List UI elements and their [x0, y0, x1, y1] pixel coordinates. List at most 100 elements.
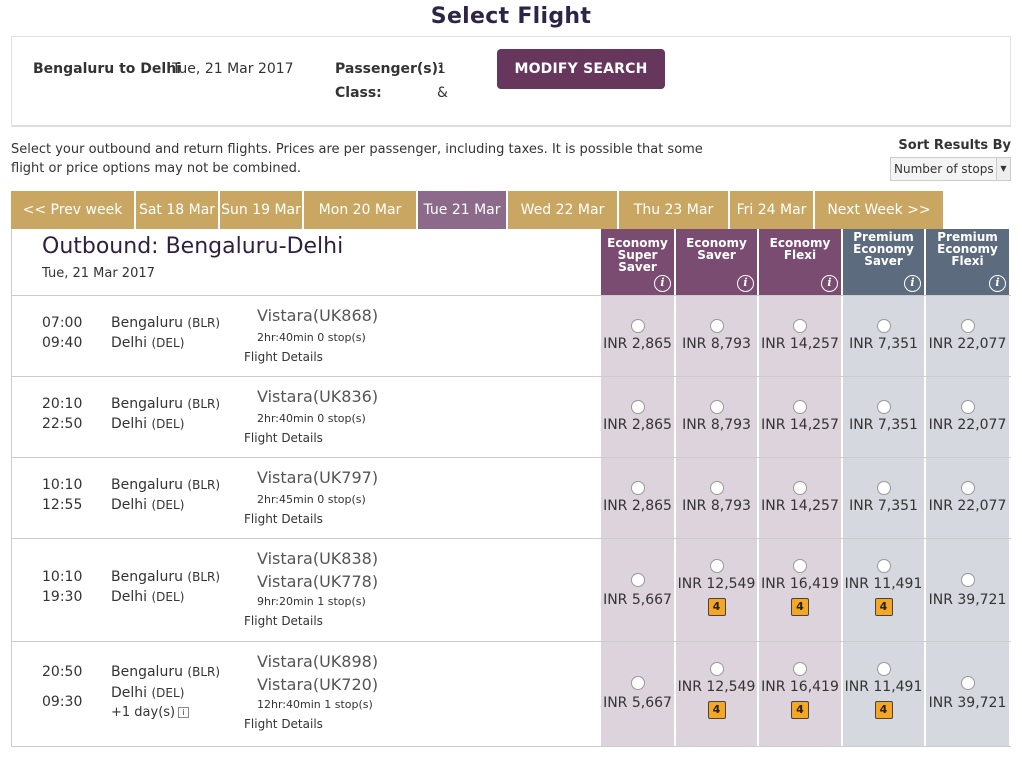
fare-cell[interactable]: INR 8,793	[676, 377, 759, 457]
fare-radio[interactable]	[630, 319, 645, 333]
fare-radio[interactable]	[793, 481, 807, 495]
flight-details-link[interactable]: Flight Details	[244, 431, 323, 445]
flight-details-link[interactable]: Flight Details	[244, 350, 323, 364]
fare-price: INR 8,793	[682, 417, 751, 433]
fare-radio[interactable]	[630, 573, 645, 587]
fare-cell[interactable]: INR 14,257	[759, 377, 843, 457]
fare-class-header: Economy Flexi i	[759, 229, 843, 295]
fare-radio[interactable]	[876, 559, 891, 573]
origin-city-name: Bengaluru	[111, 568, 188, 585]
flight-number: Vistara(UK898)	[257, 652, 379, 671]
fare-radio[interactable]	[709, 559, 724, 573]
fare-radio[interactable]	[630, 400, 645, 414]
fare-radio[interactable]	[876, 400, 891, 414]
destination-city-name: Delhi	[111, 334, 152, 351]
fare-radio[interactable]	[960, 573, 975, 587]
fare-radio[interactable]	[709, 400, 724, 414]
destination-code: (DEL)	[151, 335, 185, 350]
fare-radio[interactable]	[793, 662, 807, 676]
passengers-value: 1	[437, 61, 446, 77]
prev-week-tab[interactable]: << Prev week	[11, 191, 136, 229]
info-icon[interactable]: i	[654, 275, 671, 292]
fare-cell[interactable]: INR 11,491 4	[843, 642, 926, 746]
flight-number: Vistara(UK868)	[257, 306, 379, 325]
fare-cell[interactable]: INR 5,667	[601, 642, 676, 746]
fare-price: INR 2,865	[603, 498, 672, 514]
date-tab[interactable]: Sat 18 Mar	[136, 191, 220, 229]
info-icon[interactable]: i	[737, 275, 754, 292]
fare-cell[interactable]: INR 39,721	[926, 642, 1011, 746]
origin-city-name: Bengaluru	[111, 476, 188, 493]
date-tab[interactable]: Fri 24 Mar	[730, 191, 815, 229]
seat-count-icon: 4	[791, 701, 809, 719]
fare-price: INR 12,549	[677, 576, 756, 592]
origin-city: Bengaluru (BLR)	[111, 664, 220, 680]
departure-time: 20:10	[42, 395, 83, 412]
info-box-icon[interactable]: i	[178, 707, 190, 718]
fare-cell[interactable]: INR 22,077	[926, 377, 1011, 457]
fare-price: INR 12,549	[677, 679, 756, 695]
fare-radio[interactable]	[876, 662, 891, 676]
fare-cell[interactable]: INR 16,419 4	[759, 539, 843, 641]
fare-radio[interactable]	[876, 319, 891, 333]
fare-cell[interactable]: INR 2,865	[601, 296, 676, 376]
sort-select[interactable]: Number of stops ▼	[890, 157, 1011, 181]
destination-code: (DEL)	[151, 589, 185, 604]
fare-cell[interactable]: INR 22,077	[926, 458, 1011, 538]
fare-cell[interactable]: INR 7,351	[843, 377, 926, 457]
destination-city: Delhi (DEL)	[111, 416, 184, 432]
search-summary: Bengaluru to Delhi Tue, 21 Mar 2017 Pass…	[11, 36, 1011, 127]
flight-number: Vistara(UK778)	[257, 572, 379, 591]
next-week-tab[interactable]: Next Week >>	[815, 191, 943, 229]
modify-search-button[interactable]: MODIFY SEARCH	[497, 49, 665, 89]
fare-cell[interactable]: INR 11,491 4	[843, 539, 926, 641]
fare-cell[interactable]: INR 7,351	[843, 458, 926, 538]
flight-details-link[interactable]: Flight Details	[244, 512, 323, 526]
fare-cell[interactable]: INR 8,793	[676, 458, 759, 538]
origin-city: Bengaluru (BLR)	[111, 315, 220, 331]
info-icon[interactable]: i	[904, 275, 921, 292]
fare-cell[interactable]: INR 16,419 4	[759, 642, 843, 746]
date-tab[interactable]: Mon 20 Mar	[304, 191, 418, 229]
fare-cell[interactable]: INR 12,549 4	[676, 539, 759, 641]
fare-cell[interactable]: INR 39,721	[926, 539, 1011, 641]
fare-radio[interactable]	[793, 559, 807, 573]
fare-cell[interactable]: INR 14,257	[759, 458, 843, 538]
fare-cell[interactable]: INR 5,667	[601, 539, 676, 641]
fare-cell[interactable]: INR 22,077	[926, 296, 1011, 376]
fare-radio[interactable]	[709, 662, 724, 676]
destination-city: Delhi (DEL)	[111, 589, 184, 605]
fare-radio[interactable]	[630, 481, 645, 495]
fare-radio[interactable]	[960, 400, 975, 414]
fare-cell[interactable]: INR 12,549 4	[676, 642, 759, 746]
fare-radio[interactable]	[960, 676, 975, 690]
date-tab[interactable]: Thu 23 Mar	[619, 191, 730, 229]
fare-radio[interactable]	[630, 676, 645, 690]
fare-price: INR 11,491	[844, 679, 923, 695]
fare-radio[interactable]	[709, 481, 724, 495]
fare-radio[interactable]	[793, 319, 807, 333]
fare-radio[interactable]	[960, 481, 975, 495]
fare-cell[interactable]: INR 7,351	[843, 296, 926, 376]
fare-cell[interactable]: INR 2,865	[601, 377, 676, 457]
date-tab[interactable]: Tue 21 Mar	[418, 191, 508, 229]
fare-radio[interactable]	[793, 400, 807, 414]
duration-stops: 2hr:40min 0 stop(s)	[257, 331, 366, 344]
origin-code: (BLR)	[187, 569, 221, 584]
fare-cell[interactable]: INR 14,257	[759, 296, 843, 376]
fare-radio[interactable]	[876, 481, 891, 495]
flight-details-link[interactable]: Flight Details	[244, 717, 323, 731]
fare-price: INR 22,077	[928, 417, 1007, 433]
info-icon[interactable]: i	[821, 275, 838, 292]
fare-cell[interactable]: INR 2,865	[601, 458, 676, 538]
date-tab[interactable]: Wed 22 Mar	[508, 191, 619, 229]
flight-details-link[interactable]: Flight Details	[244, 614, 323, 628]
fare-radio[interactable]	[960, 319, 975, 333]
fare-radio[interactable]	[709, 319, 724, 333]
origin-code: (BLR)	[187, 477, 221, 492]
info-icon[interactable]: i	[989, 275, 1006, 292]
fare-cell[interactable]: INR 8,793	[676, 296, 759, 376]
date-tab[interactable]: Sun 19 Mar	[220, 191, 304, 229]
departure-time: 20:50	[42, 664, 83, 680]
origin-city: Bengaluru (BLR)	[111, 477, 220, 493]
